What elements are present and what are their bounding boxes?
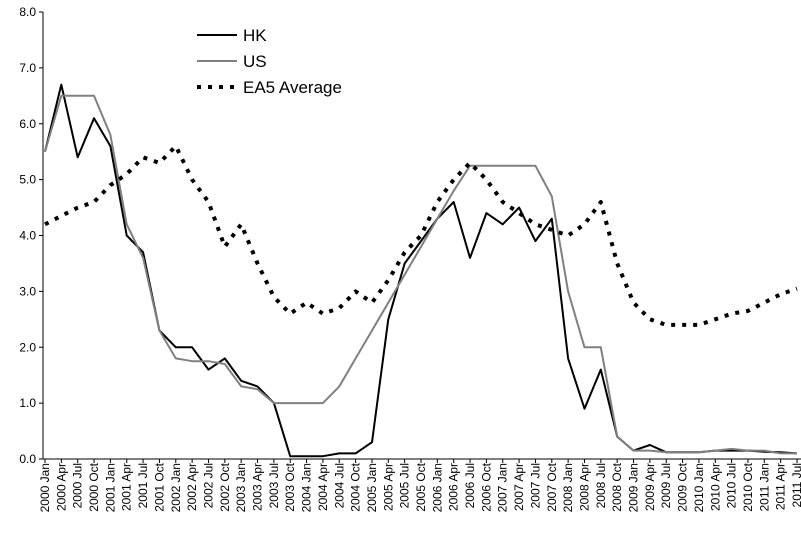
x-tick-label: 2006 Jul — [463, 463, 477, 508]
x-tick-label: 2005 Jan — [365, 463, 379, 512]
x-tick-label: 2006 Apr — [447, 463, 461, 511]
x-tick-label: 2010 Jul — [725, 463, 739, 508]
x-tick-label: 2008 Oct — [610, 462, 624, 511]
series-line — [44, 83, 798, 458]
y-tick-label: 3.0 — [19, 284, 36, 298]
legend-label: US — [243, 52, 267, 71]
y-tick-label: 6.0 — [19, 117, 36, 131]
x-tick-label: 2000 Jan — [38, 463, 52, 512]
x-tick-label: 2011 Jan — [757, 463, 771, 512]
x-tick-label: 2001 Jan — [103, 463, 117, 512]
x-tick-label: 2010 Jan — [692, 463, 706, 512]
y-tick-label: 7.0 — [19, 61, 36, 75]
x-tick-label: 2003 Oct — [283, 462, 297, 511]
x-tick-label: 2008 Jul — [594, 463, 608, 508]
y-tick-label: 1.0 — [19, 396, 36, 410]
x-tick-label: 2011 Apr — [774, 463, 788, 510]
x-tick-label: 2005 Oct — [414, 462, 428, 511]
y-tick-label: 2.0 — [19, 340, 36, 354]
x-tick-label: 2003 Jul — [267, 463, 281, 508]
x-tick-label: 2005 Jul — [398, 463, 412, 508]
series-line — [44, 94, 797, 455]
y-tick-label: 8.0 — [19, 5, 36, 19]
x-tick-label: 2002 Jul — [201, 463, 215, 508]
x-tick-label: 2009 Oct — [676, 462, 690, 511]
x-tick-label: 2005 Apr — [381, 463, 395, 511]
x-tick-label: 2001 Apr — [120, 463, 134, 511]
y-tick-label: 4.0 — [19, 229, 36, 243]
x-tick-label: 2007 Oct — [545, 462, 559, 511]
x-tick-label: 2000 Oct — [87, 462, 101, 511]
x-tick-label: 2004 Apr — [316, 463, 330, 511]
x-tick-label: 2000 Jul — [71, 463, 85, 508]
legend-label: EA5 Average — [243, 78, 342, 97]
legend-label: HK — [243, 26, 267, 45]
x-tick-label: 2010 Apr — [708, 463, 722, 511]
x-tick-label: 2008 Apr — [577, 463, 591, 511]
x-tick-label: 2004 Jan — [300, 463, 314, 512]
x-tick-label: 2007 Jul — [528, 463, 542, 508]
x-tick-label: 2000 Apr — [54, 463, 68, 511]
y-tick-label: 0.0 — [19, 452, 36, 466]
x-tick-label: 2004 Oct — [349, 462, 363, 511]
x-tick-label: 2003 Apr — [251, 463, 265, 511]
x-tick-label: 2010 Oct — [741, 462, 755, 511]
x-tick-label: 2011 Jul — [790, 463, 801, 507]
x-tick-label: 2004 Jul — [332, 463, 346, 508]
x-tick-label: 2002 Oct — [218, 462, 232, 511]
x-tick-label: 2009 Jul — [659, 463, 673, 508]
x-tick-label: 2002 Apr — [185, 463, 199, 511]
x-tick-label: 2002 Jan — [169, 463, 183, 512]
x-tick-label: 2001 Oct — [152, 462, 166, 511]
x-tick-label: 2006 Jan — [430, 463, 444, 512]
x-tick-label: 2008 Jan — [561, 463, 575, 512]
series-line — [44, 144, 798, 327]
x-tick-label: 2003 Jan — [234, 463, 248, 512]
x-tick-label: 2001 Jul — [136, 463, 150, 508]
y-tick-label: 5.0 — [19, 173, 36, 187]
x-tick-label: 2009 Apr — [643, 463, 657, 511]
x-tick-label: 2007 Jan — [496, 463, 510, 512]
x-tick-label: 2007 Apr — [512, 463, 526, 511]
x-tick-label: 2009 Jan — [627, 463, 641, 512]
x-tick-label: 2006 Oct — [479, 462, 493, 511]
